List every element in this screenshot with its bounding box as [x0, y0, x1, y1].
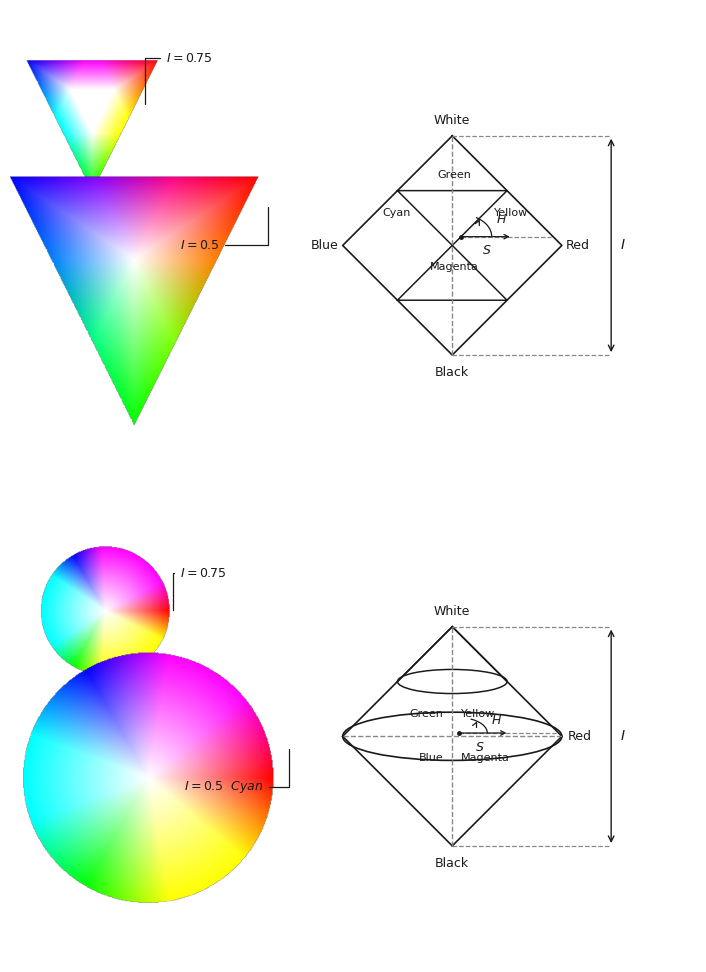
Text: $I = 0.5$  Cyan: $I = 0.5$ Cyan [184, 748, 289, 795]
Text: Green: Green [438, 170, 472, 180]
Text: $I = 0.5$: $I = 0.5$ [180, 207, 268, 252]
Text: Black: Black [435, 366, 469, 379]
Text: $I$: $I$ [620, 238, 626, 253]
Text: Blue: Blue [311, 239, 338, 252]
Text: Magenta: Magenta [461, 753, 510, 763]
Text: $I$: $I$ [620, 729, 626, 744]
Text: $S$: $S$ [482, 244, 491, 258]
Text: Yellow: Yellow [494, 208, 528, 218]
Text: Green: Green [409, 710, 443, 719]
Text: Cyan: Cyan [382, 208, 411, 218]
Text: $H$: $H$ [496, 213, 507, 226]
Text: $H$: $H$ [491, 713, 502, 727]
Text: $I = 0.75$: $I = 0.75$ [173, 567, 227, 609]
Text: White: White [434, 605, 470, 618]
Text: Black: Black [435, 857, 469, 870]
Text: Yellow: Yellow [461, 710, 496, 719]
Text: Red: Red [568, 730, 592, 743]
Text: $S$: $S$ [475, 741, 484, 753]
Text: Magenta: Magenta [430, 261, 479, 272]
Text: Red: Red [566, 239, 590, 252]
Text: White: White [434, 114, 470, 127]
Text: Blue: Blue [419, 753, 443, 763]
Text: $I = 0.75$: $I = 0.75$ [145, 52, 213, 104]
